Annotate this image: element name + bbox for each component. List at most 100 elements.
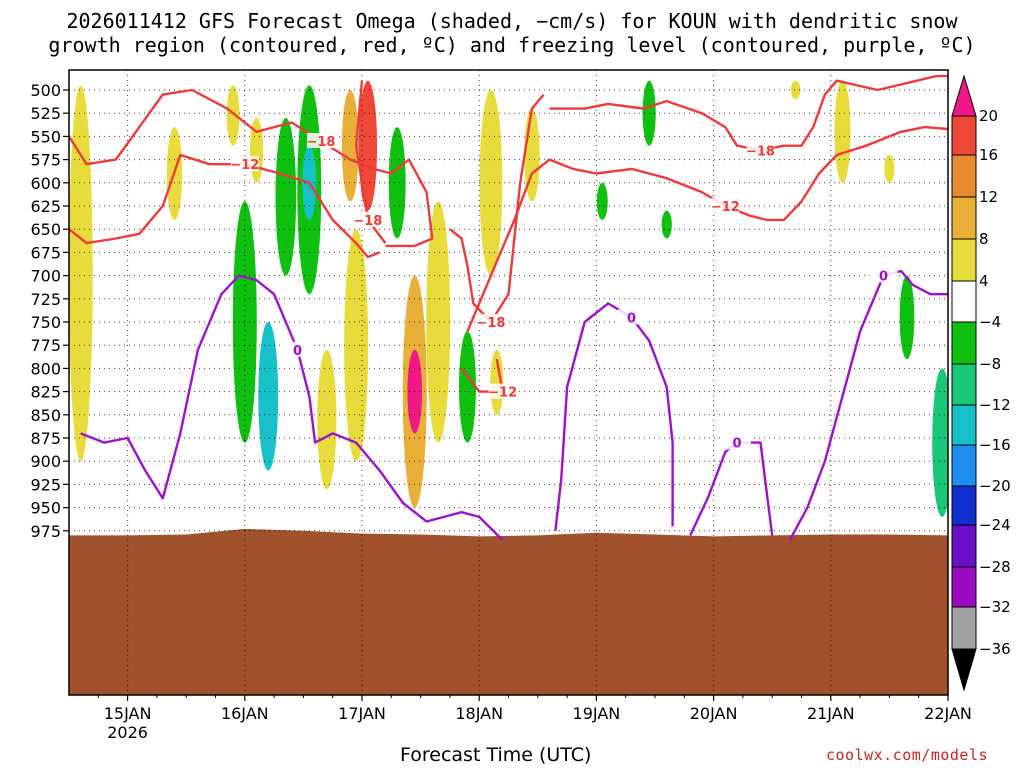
colorbar-tick-label: 20 bbox=[979, 107, 998, 125]
colorbar-tick-label: −12 bbox=[979, 396, 1011, 414]
colorbar-band bbox=[951, 280, 977, 323]
dgz-contour-label: −12 bbox=[488, 386, 517, 401]
dgz-label-bg bbox=[230, 156, 259, 172]
freezing-contour-label: 0 bbox=[733, 437, 742, 452]
omega-region bbox=[459, 331, 476, 443]
omega-region bbox=[388, 127, 406, 239]
freezing-label-bg bbox=[283, 341, 312, 357]
colorbar-tick-label: −4 bbox=[979, 313, 1001, 331]
colorbar-band bbox=[951, 238, 977, 282]
y-tick-label: 750 bbox=[30, 313, 61, 332]
colorbar-tick-label: −20 bbox=[979, 477, 1011, 495]
dgz-label-bg bbox=[488, 383, 517, 399]
dgz-label-bg bbox=[476, 314, 505, 329]
colorbar-tick-label: 8 bbox=[979, 230, 989, 248]
x-tick-label: 21JAN bbox=[807, 704, 855, 723]
y-tick-label: 975 bbox=[30, 522, 61, 541]
colorbar-tick-label: −36 bbox=[979, 640, 1011, 658]
x-tick-label: 22JAN bbox=[924, 704, 972, 723]
colorbar-band bbox=[951, 485, 977, 526]
dgz-contour-label: −18 bbox=[353, 214, 382, 229]
x-tick-label: 20JAN bbox=[690, 704, 738, 723]
colorbar-tick-label: −32 bbox=[979, 598, 1011, 616]
y-tick-label: 700 bbox=[30, 267, 61, 286]
omega-region bbox=[275, 117, 297, 276]
colorbar: 20 16 12 8 4 −4 −8 −12 −16 −20 −24 −28 −32 −36 bbox=[951, 74, 1011, 692]
y-tick-label: 800 bbox=[30, 359, 61, 378]
y-axis: 500 525 550 575 600 625 650 675 700 725 750 775 800 8… bbox=[30, 81, 69, 541]
y-tick-label: 675 bbox=[30, 243, 61, 262]
credit-link[interactable]: coolwx.com/models bbox=[826, 746, 989, 764]
colorbar-band bbox=[951, 566, 977, 608]
colorbar-band bbox=[951, 363, 977, 406]
freezing-label-bg bbox=[723, 434, 752, 450]
freezing-contour-line bbox=[788, 269, 948, 541]
x-tick-sublabel: 2026 bbox=[107, 723, 148, 742]
colorbar-tick-label: −28 bbox=[979, 558, 1011, 576]
dgz-label-bg bbox=[353, 211, 382, 227]
y-tick-label: 850 bbox=[30, 406, 61, 425]
y-tick-label: 950 bbox=[30, 499, 61, 518]
y-tick-label: 525 bbox=[30, 104, 61, 123]
terrain-fill bbox=[69, 528, 948, 695]
colorbar-tick-label: −24 bbox=[979, 516, 1011, 534]
colorbar-band bbox=[951, 154, 977, 198]
y-tick-label: 925 bbox=[30, 475, 61, 494]
y-tick-label: 650 bbox=[30, 220, 61, 239]
freezing-contour-label: 0 bbox=[879, 270, 888, 285]
colorbar-tick-label: 16 bbox=[979, 146, 998, 164]
y-tick-label: 625 bbox=[30, 197, 61, 216]
dgz-contour-label: −12 bbox=[711, 200, 740, 215]
dgz-contour-line bbox=[69, 88, 434, 248]
omega-region bbox=[317, 349, 337, 490]
x-axis-label: Forecast Time (UTC) bbox=[400, 744, 592, 766]
colorbar-band bbox=[951, 524, 977, 568]
dgz-label-bg bbox=[306, 133, 335, 149]
chart-title-line-2: growth region (contoured, red, ºC) and f… bbox=[48, 33, 976, 57]
colorbar-band bbox=[951, 404, 977, 446]
y-tick-label: 550 bbox=[30, 127, 61, 146]
y-tick-label: 600 bbox=[30, 174, 61, 193]
x-tick-label: 15JAN bbox=[104, 704, 152, 723]
x-tick-label: 18JAN bbox=[455, 704, 503, 723]
colorbar-band bbox=[951, 115, 977, 156]
omega-region bbox=[358, 80, 378, 211]
omega-region bbox=[426, 201, 451, 443]
omega-region bbox=[596, 182, 608, 220]
colorbar-band bbox=[951, 444, 977, 487]
dgz-contour-label: −12 bbox=[230, 158, 259, 173]
omega-region bbox=[932, 368, 948, 517]
omega-region bbox=[341, 89, 359, 202]
y-tick-label: 825 bbox=[30, 383, 61, 402]
dgz-contour-label: −18 bbox=[476, 316, 505, 331]
y-tick-label: 900 bbox=[30, 452, 61, 471]
colorbar-bottom-triangle bbox=[951, 648, 977, 692]
dgz-label-bg bbox=[746, 142, 775, 158]
x-tick-label: 16JAN bbox=[221, 704, 269, 723]
dgz-contour-label: −18 bbox=[746, 144, 775, 159]
omega-region bbox=[226, 85, 240, 146]
omega-region bbox=[834, 80, 851, 183]
y-tick-label: 875 bbox=[30, 429, 61, 448]
dgz-contour-label: −18 bbox=[306, 135, 335, 150]
colorbar-band bbox=[951, 321, 977, 365]
dgz-contour-line bbox=[354, 80, 387, 244]
dgz-label-bg bbox=[711, 198, 740, 213]
colorbar-top-triangle bbox=[951, 74, 977, 117]
omega-region bbox=[884, 154, 895, 183]
terrain bbox=[69, 528, 948, 695]
colorbar-band bbox=[951, 606, 977, 650]
freezing-contour-label: 0 bbox=[293, 344, 302, 359]
dendritic-growth-contours: −18 −18 −18 −18 −12 −12 −12 bbox=[69, 74, 948, 401]
omega-region bbox=[790, 80, 801, 100]
y-tick-label: 725 bbox=[30, 290, 61, 309]
x-tick-label: 19JAN bbox=[573, 704, 621, 723]
omega-region bbox=[899, 275, 915, 360]
omega-region bbox=[344, 229, 369, 462]
chart-title-line-1: 2026011412 GFS Forecast Omega (shaded, −… bbox=[66, 9, 958, 33]
y-tick-label: 775 bbox=[30, 336, 61, 355]
omega-region bbox=[479, 90, 503, 276]
dgz-contour-line bbox=[69, 153, 381, 259]
omega-region bbox=[661, 210, 672, 239]
